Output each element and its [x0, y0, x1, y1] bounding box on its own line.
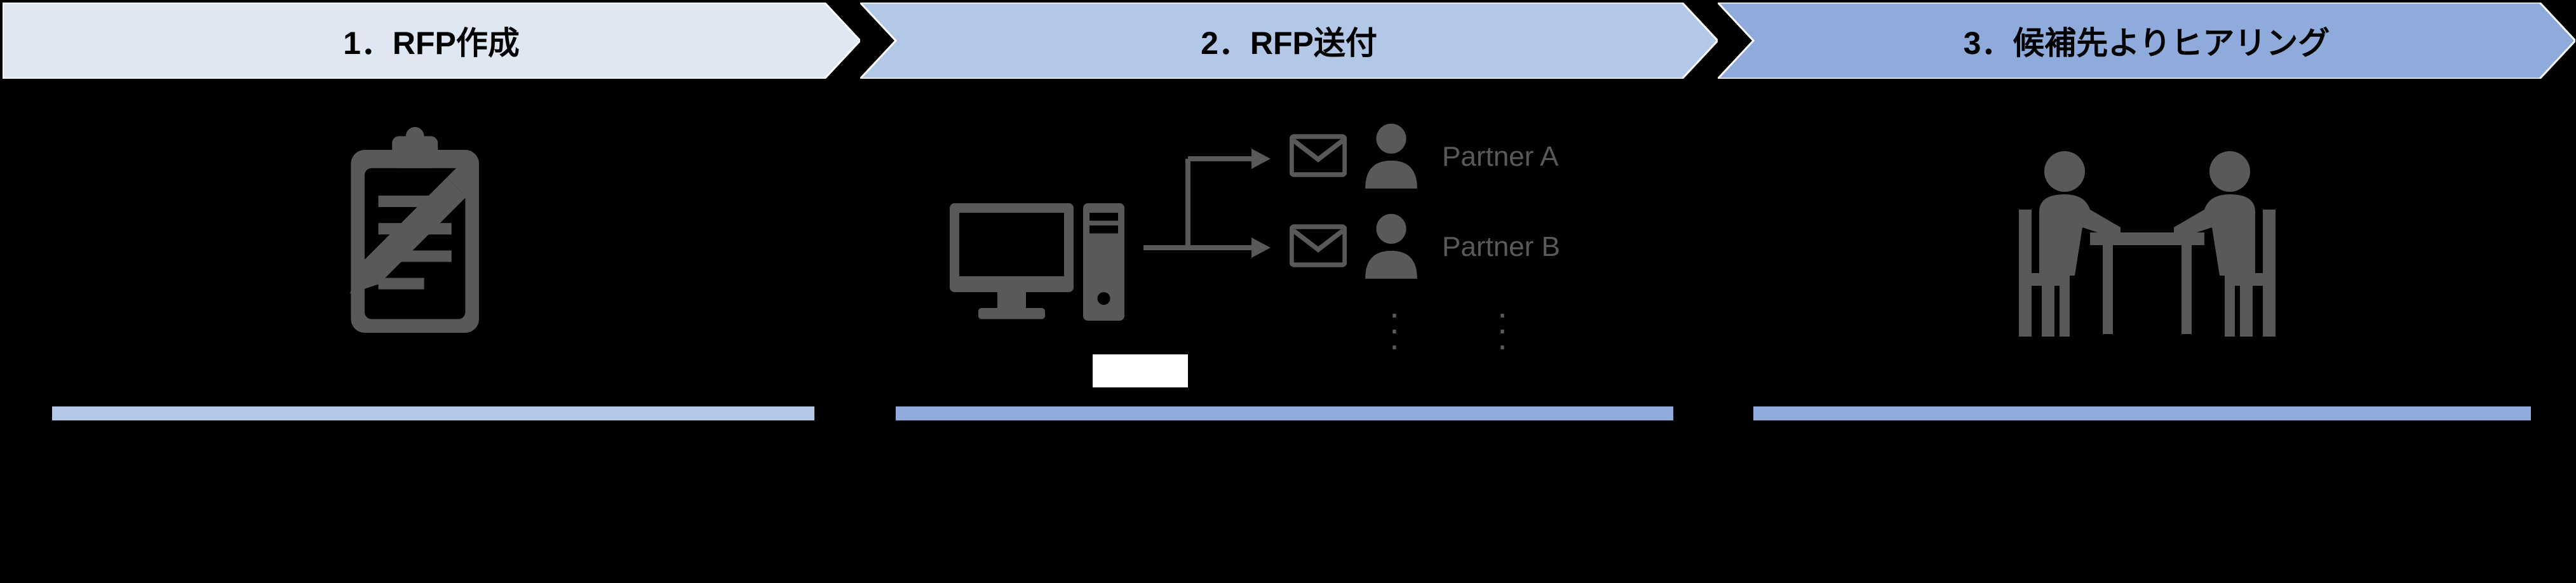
partner-b-label: Partner B	[1442, 231, 1560, 263]
person-icon	[1359, 121, 1423, 191]
step-3: 3．候補先よりヒアリング	[1718, 3, 2575, 79]
ellipsis-icon: ···	[1493, 305, 1512, 353]
meeting-table-icon	[2001, 133, 2293, 362]
person-icon	[1359, 211, 1423, 281]
underline-3	[1753, 406, 2531, 420]
step-2-label: 2．RFP送付	[1201, 18, 1377, 64]
panel-3-graphic	[1753, 108, 2531, 387]
clipboard-pencil-icon	[319, 127, 548, 356]
envelope-icon	[1290, 224, 1347, 268]
partner-a-label: Partner A	[1442, 141, 1558, 173]
envelope-icon	[1290, 133, 1347, 178]
ellipsis-icon: ···	[1385, 305, 1404, 353]
step-1-label: 1．RFP作成	[343, 18, 520, 64]
panel-2-graphic: Partner A Partner B ··· ···	[896, 108, 1673, 387]
underline-2	[896, 406, 1673, 420]
step-1: 1．RFP作成	[3, 3, 860, 79]
desktop-computer-icon	[947, 191, 1137, 356]
process-diagram: 1．RFP作成 2．RFP送付 3．候補先よりヒアリング	[0, 0, 2576, 583]
step-3-label: 3．候補先よりヒアリング	[1964, 18, 2330, 64]
underline-1	[52, 406, 814, 420]
panel-1-graphic	[52, 108, 814, 387]
step-2: 2．RFP送付	[860, 3, 1718, 79]
